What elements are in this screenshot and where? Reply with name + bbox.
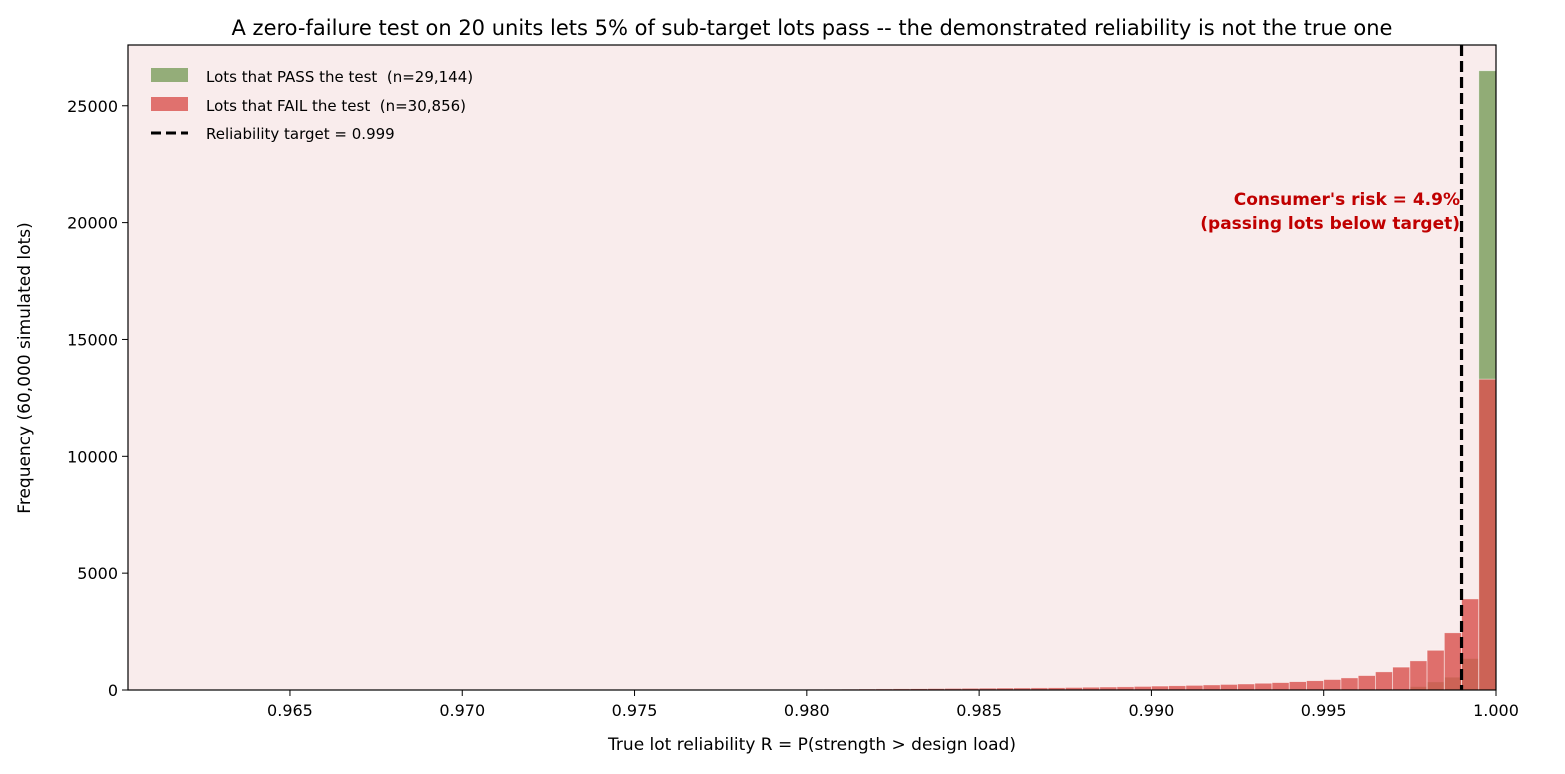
x-tick-label: 0.995 bbox=[1301, 701, 1347, 720]
y-tick-label: 10000 bbox=[67, 447, 118, 466]
plot-area-background bbox=[128, 45, 1496, 690]
fail-bar bbox=[1478, 378, 1497, 691]
x-axis-label: True lot reliability R = P(strength > de… bbox=[607, 735, 1016, 755]
legend-label-pass: Lots that PASS the test (n=29,144) bbox=[206, 68, 473, 86]
fail-bar bbox=[1409, 660, 1428, 691]
y-tick-label: 0 bbox=[108, 681, 118, 700]
fail-bar bbox=[1306, 680, 1325, 691]
x-tick-label: 1.000 bbox=[1473, 701, 1519, 720]
fail-bar bbox=[1426, 649, 1445, 691]
legend-swatch-pass bbox=[151, 68, 188, 82]
y-tick-label: 20000 bbox=[67, 214, 118, 233]
plot-area-frame bbox=[127, 44, 1497, 691]
legend-label-target: Reliability target = 0.999 bbox=[206, 125, 395, 143]
annotation-line-1: Consumer's risk = 4.9% bbox=[1234, 190, 1460, 210]
fail-bar bbox=[1461, 598, 1480, 691]
y-axis-label: Frequency (60,000 simulated lots) bbox=[15, 222, 35, 513]
fail-bar bbox=[1219, 683, 1238, 691]
x-tick-label: 0.980 bbox=[784, 701, 830, 720]
x-tick-label: 0.985 bbox=[956, 701, 1002, 720]
fail-bar bbox=[1288, 681, 1307, 691]
y-tick-label: 15000 bbox=[67, 330, 118, 349]
fail-bar bbox=[1185, 684, 1204, 691]
fail-bar bbox=[1271, 682, 1290, 691]
fail-bar bbox=[1340, 677, 1359, 691]
x-axis: 0.965 0.970 0.975 0.980 0.985 0.990 0.995 1.000 bbox=[267, 690, 1519, 720]
fail-bar bbox=[1202, 684, 1221, 691]
annotation-line-2: (passing lots below target) bbox=[1200, 214, 1460, 234]
y-tick-label: 5000 bbox=[77, 564, 118, 583]
legend-label-fail: Lots that FAIL the test (n=30,856) bbox=[206, 97, 466, 115]
chart-title: A zero-failure test on 20 units lets 5% … bbox=[232, 16, 1393, 40]
legend-swatch-fail bbox=[151, 97, 188, 111]
x-tick-label: 0.990 bbox=[1129, 701, 1175, 720]
fail-bar bbox=[1392, 666, 1411, 691]
legend: Lots that PASS the test (n=29,144) Lots … bbox=[151, 68, 473, 143]
fail-bar bbox=[1443, 632, 1462, 691]
x-tick-label: 0.970 bbox=[439, 701, 485, 720]
fail-bar bbox=[1357, 675, 1376, 691]
x-tick-label: 0.975 bbox=[612, 701, 658, 720]
x-tick-label: 0.965 bbox=[267, 701, 313, 720]
y-axis: 0 5000 10000 15000 20000 25000 bbox=[67, 97, 128, 700]
fail-bar bbox=[1254, 682, 1273, 691]
bars-layer bbox=[806, 70, 1497, 691]
fail-bar bbox=[1168, 685, 1187, 691]
fail-bar bbox=[1323, 679, 1342, 691]
fail-bar bbox=[1375, 671, 1394, 691]
y-tick-label: 25000 bbox=[67, 97, 118, 116]
consumer-risk-annotation: Consumer's risk = 4.9% (passing lots bel… bbox=[1200, 190, 1460, 234]
fail-bar bbox=[1237, 683, 1256, 691]
